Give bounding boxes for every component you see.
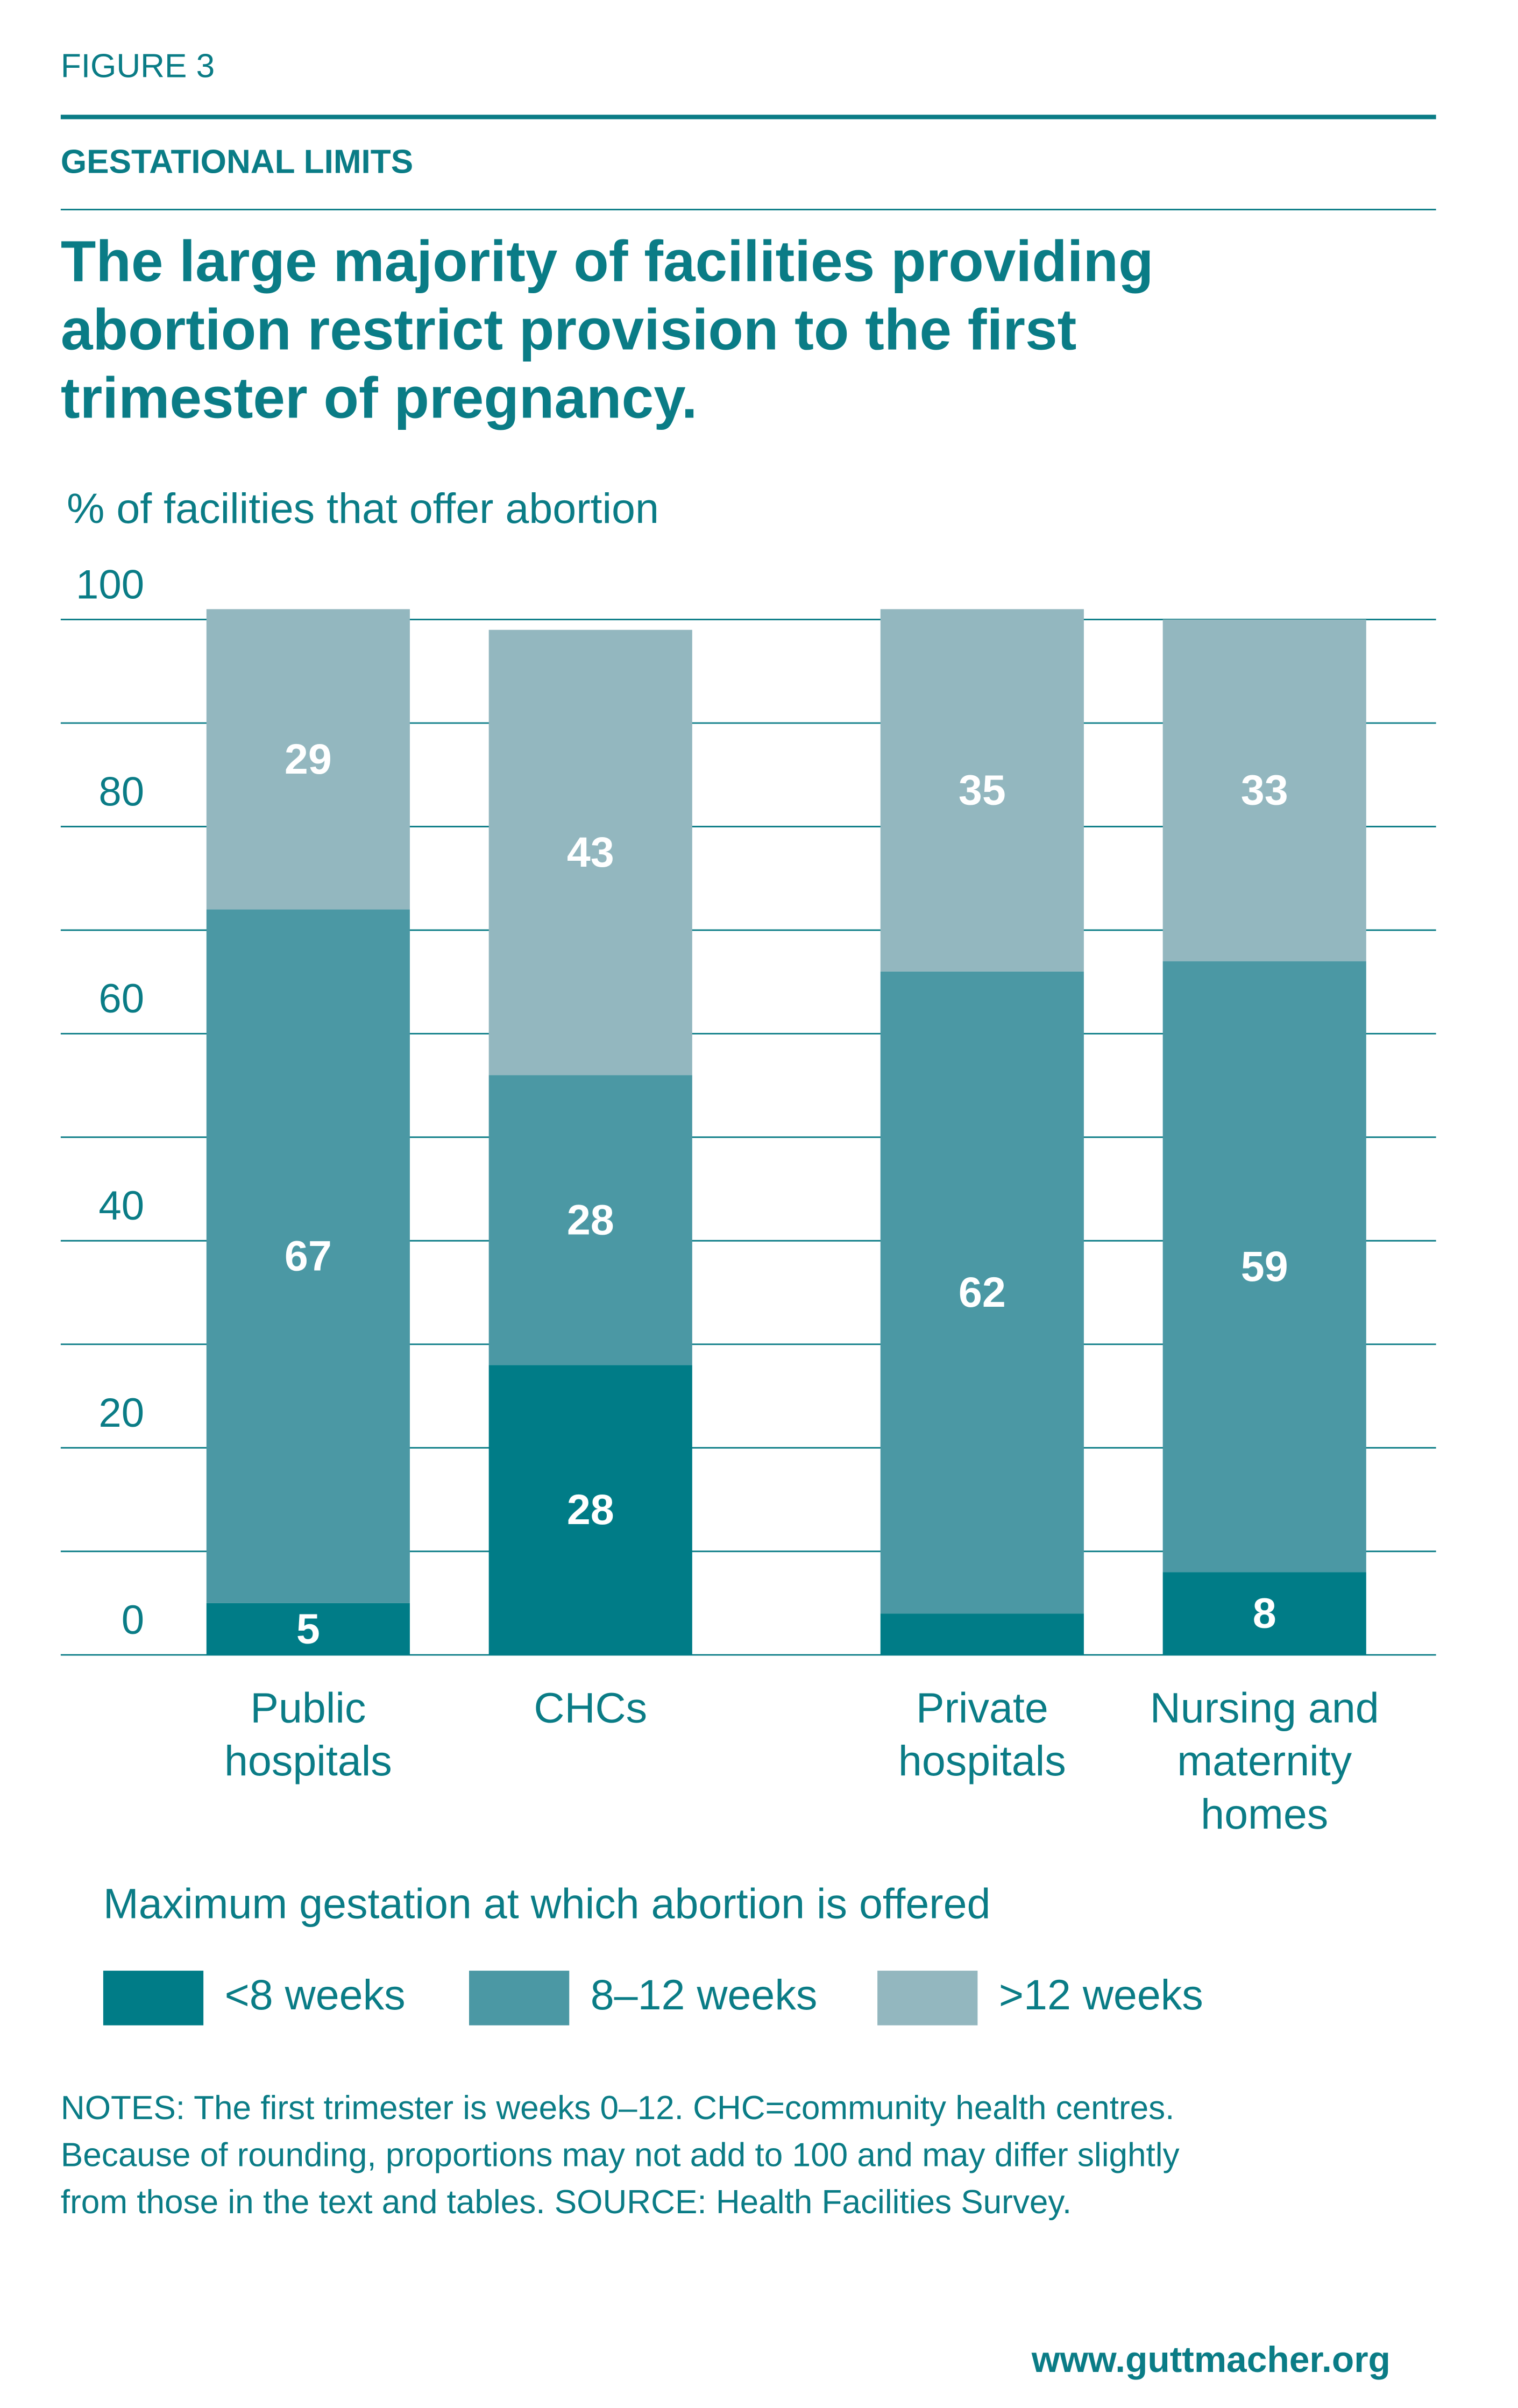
legend-label: <8 weeks <box>225 1971 406 2019</box>
legend-swatch <box>103 1971 204 2025</box>
bar-segment <box>206 909 410 1603</box>
x-tick-label: hospitals <box>898 1737 1066 1784</box>
bar-segment <box>488 629 692 1075</box>
note: Because of rounding, proportions may not… <box>61 2137 1180 2174</box>
chart-title: trimester of pregnancy. <box>61 365 698 430</box>
section-title: GESTATIONAL LIMITS <box>61 143 413 180</box>
bar-segment <box>206 1603 410 1655</box>
data-label: 28 <box>567 1195 614 1243</box>
x-tick-label: Public <box>250 1683 366 1731</box>
legend-label: 8–12 weeks <box>591 1971 818 2019</box>
bar-segment <box>1162 619 1366 961</box>
data-label: 62 <box>959 1268 1006 1316</box>
note: from those in the text and tables. SOURC… <box>61 2184 1072 2221</box>
bar-segment <box>880 971 1084 1614</box>
y-tick-label: 80 <box>98 769 144 815</box>
x-tick-label: hospitals <box>224 1737 392 1784</box>
data-label: 35 <box>959 766 1006 814</box>
x-tick-label: maternity <box>1177 1737 1352 1784</box>
data-label: 5 <box>296 1605 320 1653</box>
data-label: 8 <box>1253 1589 1276 1637</box>
bar-segment <box>1162 1572 1366 1655</box>
bar-segment <box>206 609 410 910</box>
note: NOTES: The first trimester is weeks 0–12… <box>61 2090 1175 2127</box>
bar-segment <box>1162 961 1366 1573</box>
x-tick-label: Nursing and <box>1150 1683 1379 1731</box>
legend-title: Maximum gestation at which abortion is o… <box>103 1879 991 1927</box>
y-tick-label: 100 <box>76 562 144 607</box>
legend-swatch <box>469 1971 570 2025</box>
y-tick-label: 60 <box>98 976 144 1022</box>
bar-segment <box>880 609 1084 972</box>
bar-segment <box>880 1613 1084 1655</box>
bar-segment <box>488 1075 692 1365</box>
data-label: 33 <box>1241 766 1288 814</box>
figure-label: FIGURE 3 <box>61 48 215 85</box>
y-axis-label: % of facilities that offer abortion <box>67 484 659 532</box>
x-tick-label: Private <box>916 1683 1048 1731</box>
legend-label: >12 weeks <box>999 1971 1203 2019</box>
x-tick-label: CHCs <box>534 1683 647 1731</box>
data-label: 67 <box>285 1232 332 1280</box>
data-label: 28 <box>567 1485 614 1533</box>
y-tick-label: 0 <box>122 1597 144 1643</box>
x-tick-label: homes <box>1201 1790 1328 1838</box>
data-label: 29 <box>285 735 332 783</box>
data-label: 43 <box>567 828 614 876</box>
y-tick-label: 20 <box>98 1390 144 1436</box>
bar-segment <box>488 1365 692 1655</box>
chart-title: The large majority of facilities providi… <box>61 229 1154 293</box>
legend-swatch <box>877 1971 978 2025</box>
chart-title: abortion restrict provision to the first <box>61 297 1076 362</box>
data-label: 59 <box>1241 1242 1288 1290</box>
source-url: www.guttmacher.org <box>1031 2340 1391 2380</box>
y-tick-label: 40 <box>98 1183 144 1229</box>
